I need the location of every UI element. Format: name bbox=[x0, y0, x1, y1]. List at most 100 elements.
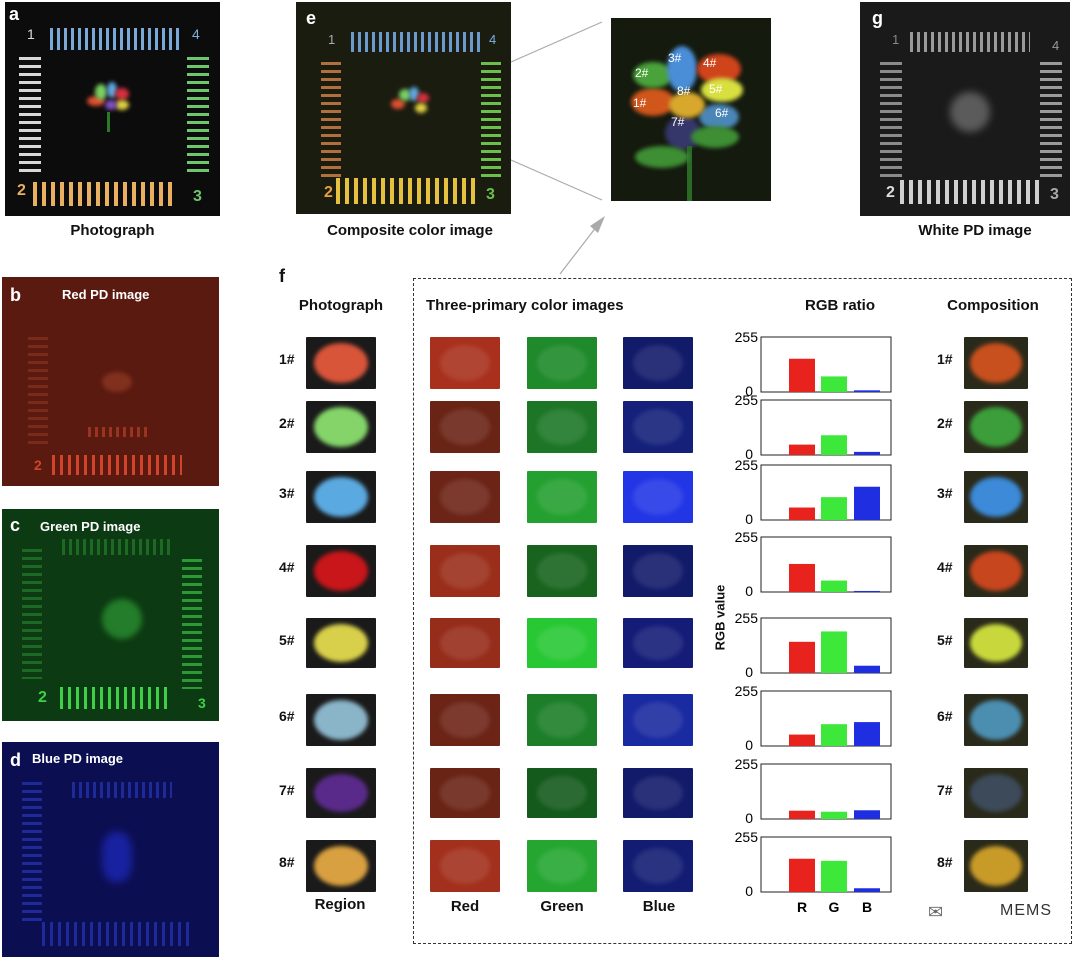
bar-g bbox=[821, 376, 847, 392]
bar-r bbox=[789, 810, 815, 819]
y-tick-label: 255 bbox=[735, 610, 758, 626]
bar-r bbox=[789, 734, 815, 746]
red-channel-tile bbox=[430, 471, 500, 523]
panel-e-composite: e 1 4 2 3 bbox=[296, 2, 511, 214]
bar-b bbox=[854, 810, 880, 819]
bar-b bbox=[854, 722, 880, 746]
panel-e-number-2: 2 bbox=[324, 184, 333, 201]
watermark-icon: ✉ bbox=[928, 902, 944, 922]
green-channel-tile bbox=[527, 840, 597, 892]
blue-channel-tile bbox=[623, 545, 693, 597]
composition-tile bbox=[964, 694, 1028, 746]
dashed-frame bbox=[413, 278, 1072, 944]
petal-label-4: 4# bbox=[703, 56, 717, 70]
red-channel-tile bbox=[430, 401, 500, 453]
red-channel-tile bbox=[430, 694, 500, 746]
y-tick-label: 0 bbox=[745, 664, 753, 680]
bar-b bbox=[854, 888, 880, 892]
green-channel-tile bbox=[527, 618, 597, 668]
photo-row-label: 3# bbox=[279, 485, 295, 501]
photo-row-label: 5# bbox=[279, 632, 295, 648]
x-tick-label: R bbox=[797, 899, 807, 915]
y-tick-label: 255 bbox=[735, 457, 758, 473]
blue-channel-tile bbox=[623, 401, 693, 453]
photo-tile bbox=[306, 401, 376, 453]
photo-row-label: 7# bbox=[279, 782, 295, 798]
photograph-header: Photograph bbox=[298, 297, 384, 314]
photo-tile bbox=[306, 840, 376, 892]
blue-channel-tile bbox=[623, 768, 693, 818]
y-tick-label: 0 bbox=[745, 883, 753, 899]
three-primary-header: Three-primary color images bbox=[426, 297, 624, 314]
rgb-ratio-header: RGB ratio bbox=[804, 297, 875, 314]
bar-r bbox=[789, 641, 815, 673]
photo-tile bbox=[306, 471, 376, 523]
composition-tile bbox=[964, 401, 1028, 453]
petal-label-5: 5# bbox=[709, 82, 723, 96]
blue-channel-tile bbox=[623, 618, 693, 668]
panel-c-number-3: 3 bbox=[198, 695, 206, 711]
panel-f-letter: f bbox=[279, 266, 285, 286]
blue-channel-tile bbox=[623, 694, 693, 746]
panel-g-number-1: 1 bbox=[892, 32, 900, 47]
bar-g bbox=[821, 860, 847, 892]
x-tick-label: B bbox=[862, 899, 872, 915]
photo-row-label: 8# bbox=[279, 854, 295, 870]
blue-channel-tile bbox=[623, 471, 693, 523]
x-tick-label: G bbox=[829, 899, 840, 915]
photo-tile bbox=[306, 545, 376, 597]
panel-e-number-1: 1 bbox=[328, 32, 336, 47]
target-number-3: 3 bbox=[193, 188, 202, 205]
composition-tile bbox=[964, 618, 1028, 668]
flower-graphic bbox=[87, 82, 133, 132]
photo-tile bbox=[306, 337, 376, 389]
photo-row-label: 1# bbox=[279, 351, 295, 367]
panel-e-caption: Composite color image bbox=[327, 222, 493, 239]
y-tick-label: 255 bbox=[735, 829, 758, 845]
petal-label-7: 7# bbox=[671, 115, 685, 129]
target-number-2: 2 bbox=[17, 182, 26, 199]
petal-label-6: 6# bbox=[715, 106, 729, 120]
panel-a-caption: Photograph bbox=[70, 222, 155, 239]
composition-row-label: 2# bbox=[937, 415, 953, 431]
target-bars-bottom bbox=[33, 182, 173, 206]
red-channel-tile bbox=[430, 618, 500, 668]
red-channel-tile bbox=[430, 840, 500, 892]
panel-e-number-3: 3 bbox=[486, 186, 495, 203]
photo-row-label: 4# bbox=[279, 559, 295, 575]
bar-b bbox=[854, 590, 880, 592]
green-channel-tile bbox=[527, 545, 597, 597]
composition-tile bbox=[964, 768, 1028, 818]
panel-c-letter: c bbox=[10, 515, 21, 535]
petal-label-8: 8# bbox=[677, 84, 691, 98]
panel-d-blue-pd: d Blue PD image bbox=[2, 742, 219, 957]
y-tick-label: 0 bbox=[745, 446, 753, 462]
composition-tile bbox=[964, 471, 1028, 523]
panel-b-number-2: 2 bbox=[34, 457, 42, 473]
y-tick-label: 255 bbox=[735, 756, 758, 772]
panel-d-letter: d bbox=[10, 750, 21, 770]
panel-g-number-3: 3 bbox=[1050, 186, 1059, 203]
red-channel-tile bbox=[430, 768, 500, 818]
y-tick-label: 255 bbox=[735, 329, 758, 345]
photo-tile bbox=[306, 694, 376, 746]
y-axis-label: RGB value bbox=[712, 584, 728, 651]
panel-d-title: Blue PD image bbox=[32, 751, 124, 766]
panel-e-number-4: 4 bbox=[489, 32, 497, 47]
panel-a-photograph: a 1 4 2 3 bbox=[5, 2, 220, 216]
bar-g bbox=[821, 724, 847, 746]
panel-c-green-pd: c Green PD image 2 3 bbox=[2, 509, 219, 721]
panel-g-caption: White PD image bbox=[918, 222, 1032, 239]
bar-r bbox=[789, 444, 815, 455]
photo-tile bbox=[306, 768, 376, 818]
bar-g bbox=[821, 631, 847, 673]
panel-g-number-4: 4 bbox=[1052, 38, 1060, 53]
panel-g-number-2: 2 bbox=[886, 184, 895, 201]
composition-row-label: 5# bbox=[937, 632, 953, 648]
bar-g bbox=[821, 497, 847, 520]
target-bars-left bbox=[19, 57, 41, 177]
composition-tile bbox=[964, 337, 1028, 389]
red-channel-tile bbox=[430, 545, 500, 597]
